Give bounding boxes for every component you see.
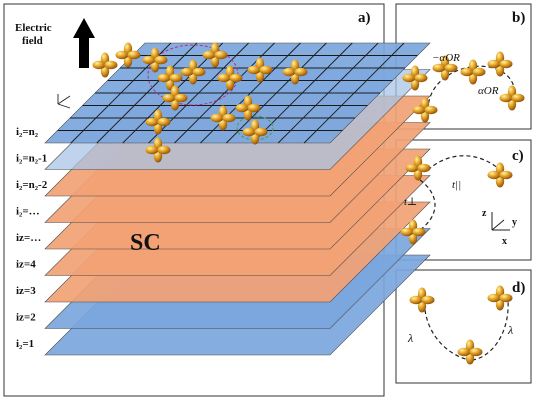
panel-d: d) λ λ — [407, 280, 525, 365]
orbital — [487, 51, 513, 77]
layer-stack — [44, 42, 431, 356]
orbital — [487, 162, 513, 188]
xyz-axes-icon — [491, 212, 510, 231]
soc-path-left — [424, 309, 473, 361]
orbital — [460, 59, 486, 85]
parallel-hopping-path — [427, 155, 501, 171]
t-parallel-label: t|| — [452, 179, 461, 191]
axis-y-label: y — [512, 217, 517, 228]
panel-a-tag: a) — [358, 10, 371, 26]
orbital — [487, 285, 513, 311]
layer-label: iz=3 — [16, 285, 36, 297]
layer-label: i₂=n₂ — [16, 126, 39, 138]
layer-labels: i₂=1 iz=2 iz=3 iz=4 iz=… i₂=… i₂=n₂-2 i₂=n₂-1 i₂… — [16, 126, 48, 350]
soc-path-right — [471, 299, 509, 361]
lambda-left-label: λ — [407, 331, 413, 345]
lambda-right-label: λ — [507, 323, 513, 337]
sc-label: SC — [130, 230, 161, 256]
panel-d-tag: d) — [512, 280, 525, 296]
layer-label: iz=2 — [16, 312, 36, 324]
orbital — [499, 85, 525, 111]
orbital — [92, 52, 118, 78]
layer-label: i₂=1 — [16, 338, 34, 350]
alpha-or-negative: −αOR — [432, 52, 460, 64]
orbital — [409, 287, 435, 313]
panel-c-tag: c) — [512, 148, 524, 164]
layer-label: iz=… — [16, 232, 41, 244]
top-layer-axes-icon — [57, 94, 71, 109]
perpendicular-hopping-path — [419, 179, 436, 231]
panel-b: b) −αOR αOR — [402, 10, 525, 123]
coupling-circle-green — [236, 115, 274, 141]
electric-field-label-line1: Electric — [15, 22, 52, 34]
layer-label: iz=4 — [16, 259, 36, 271]
panel-b-tag: b) — [512, 10, 525, 26]
orbital — [457, 339, 483, 365]
t-perpendicular-label: t⊥ — [404, 196, 417, 208]
axis-x-label: x — [502, 236, 507, 247]
layer-label: i₂=n₂-1 — [16, 153, 47, 165]
panel-c: c) t|| t⊥ z y x — [400, 148, 524, 247]
axis-z-label: z — [482, 208, 487, 219]
layer-label: i₂=n₂-2 — [16, 179, 48, 191]
electric-field-arrow-icon — [73, 18, 95, 68]
panel-d-frame — [395, 269, 532, 384]
alpha-or-positive: αOR — [478, 85, 499, 97]
electric-field-label-line2: field — [22, 35, 43, 47]
layer-label: i₂=… — [16, 206, 40, 218]
